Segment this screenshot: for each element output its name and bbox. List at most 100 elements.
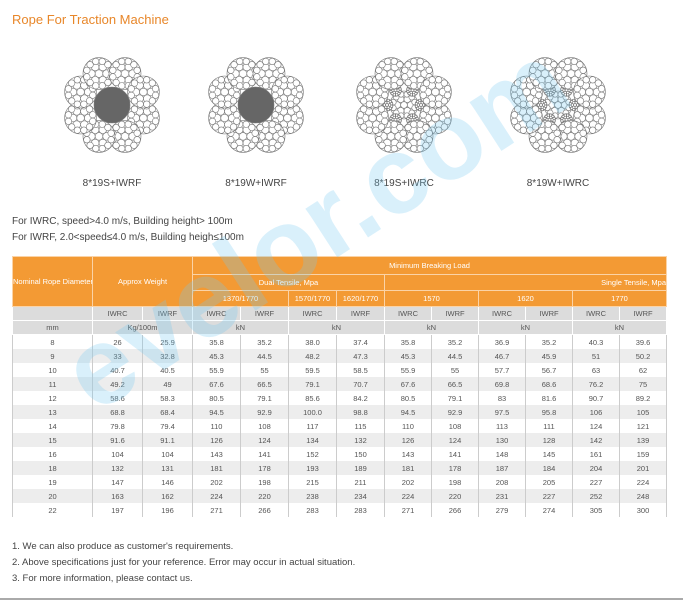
data-cell: 110 (384, 419, 432, 433)
wire (416, 145, 424, 153)
data-cell: 202 (192, 475, 241, 489)
wire (356, 85, 364, 93)
data-cell: 106 (572, 405, 620, 419)
wire (256, 141, 264, 149)
wire (529, 73, 537, 81)
data-cell: 202 (384, 475, 432, 489)
data-cell: 205 (525, 475, 573, 489)
wire (510, 91, 518, 99)
table-row: IWRC IWRF IWRC IWRF IWRC IWRF IWRC IWRF IWRC IWRF… (12, 306, 667, 321)
wire (253, 73, 261, 81)
wire (576, 123, 584, 132)
data-cell: 100.0 (288, 405, 337, 419)
data-cell: 79.1 (431, 391, 479, 405)
wire (526, 100, 534, 108)
wire (540, 108, 544, 112)
wire (440, 105, 448, 113)
wire (546, 113, 550, 117)
wire (390, 92, 394, 96)
wire (396, 61, 404, 69)
wire (544, 102, 548, 106)
data-cell: 81.6 (525, 391, 573, 405)
wire (404, 141, 412, 149)
data-cell: 132 (92, 461, 143, 475)
data-cell: 35.2 (525, 334, 573, 349)
data-cell: 104 (92, 447, 143, 461)
wire (560, 89, 564, 94)
wire (356, 111, 364, 119)
wire (86, 78, 94, 87)
wire (262, 82, 270, 90)
wire (217, 126, 225, 134)
data-cell: 35.2 (240, 334, 289, 349)
data-cell: 75 (619, 377, 667, 391)
data-cell: 204 (572, 461, 620, 475)
wire (230, 78, 238, 87)
wire (444, 111, 452, 119)
core-cell: IWRC (384, 306, 432, 321)
data-cell: 35.8 (384, 334, 432, 349)
wire (570, 145, 578, 153)
wire (143, 126, 151, 134)
data-cell: 46.7 (478, 349, 526, 363)
wire (573, 91, 581, 99)
data-cell: 94.5 (384, 405, 432, 419)
data-cell: 12 (12, 391, 93, 405)
wire (416, 100, 420, 104)
wire (274, 141, 282, 149)
wire (73, 100, 81, 108)
grade-cell: 1570 (384, 290, 479, 307)
data-cell: 40.5 (142, 363, 193, 377)
wire (212, 123, 220, 131)
note: For IWRF, 2.0<speed≤4.0 m/s, Building he… (12, 232, 244, 243)
wire (212, 105, 220, 113)
data-cell: 58.6 (92, 391, 143, 405)
wire (68, 105, 76, 113)
note: For IWRC, speed>4.0 m/s, Building height… (12, 216, 233, 227)
wire (555, 73, 563, 81)
wire (365, 76, 373, 84)
data-cell: 80.5 (192, 391, 241, 405)
wire (268, 120, 276, 128)
data-cell: 56.7 (525, 363, 573, 377)
wire (360, 97, 368, 105)
wire (538, 145, 546, 153)
wire (535, 111, 543, 119)
wire (428, 76, 436, 84)
data-cell: 121 (619, 419, 667, 433)
wire (390, 57, 398, 65)
wire (236, 145, 244, 153)
data-cell: 67.6 (192, 377, 241, 391)
wire (573, 85, 581, 93)
data-cell: 51 (572, 349, 620, 363)
data-cell: 108 (240, 419, 289, 433)
wire (256, 78, 264, 87)
wire (378, 61, 386, 69)
rope-label: 8*19W+IWRC (526, 178, 590, 189)
data-cell: 124 (572, 419, 620, 433)
wire (277, 129, 285, 137)
data-cell: 55.9 (384, 363, 432, 377)
wire (130, 61, 138, 69)
wire (292, 105, 300, 113)
data-cell: 40.7 (92, 363, 143, 377)
wire (564, 145, 572, 153)
wire (98, 57, 106, 65)
wire (529, 66, 537, 74)
wire (381, 111, 389, 119)
wire (229, 105, 237, 113)
wire (372, 100, 380, 108)
data-cell: 68.8 (92, 405, 143, 419)
data-cell: 59.5 (288, 363, 337, 377)
wire (573, 111, 581, 119)
wire (109, 66, 117, 74)
wire (64, 111, 72, 119)
wire (208, 117, 216, 125)
data-cell: 79.1 (288, 377, 337, 391)
data-cell: 47.3 (336, 349, 385, 363)
wire (396, 123, 404, 132)
wire (130, 123, 138, 132)
unit-cell: kN (572, 320, 667, 335)
data-cell: 126 (384, 433, 432, 447)
